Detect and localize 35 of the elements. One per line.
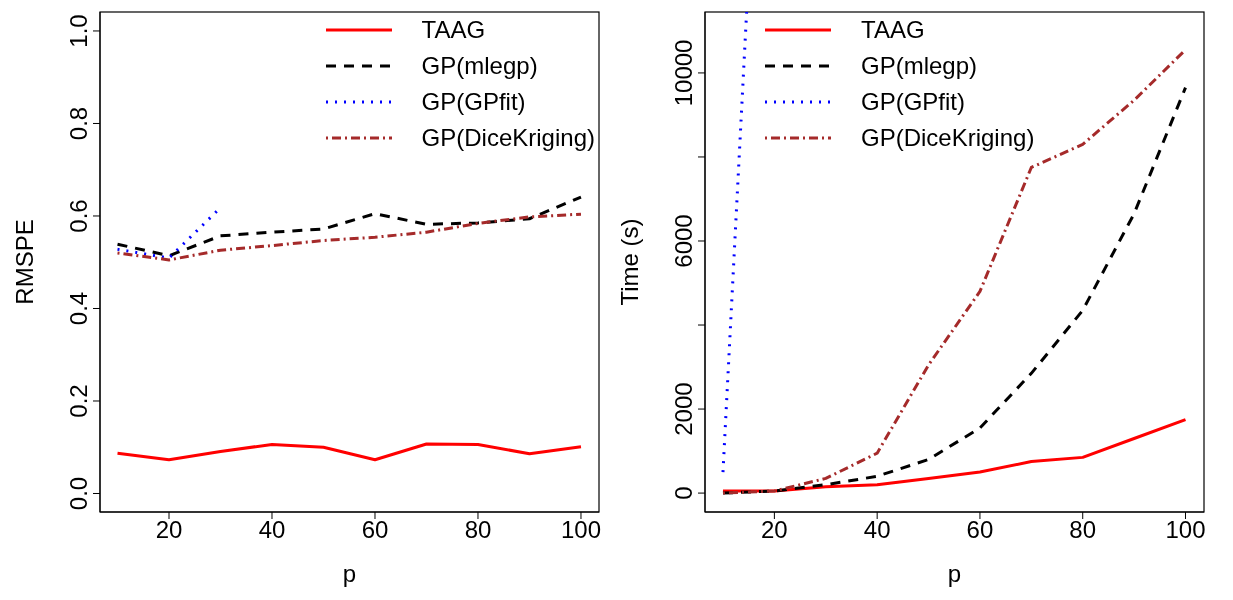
y-tick-label: 6000: [670, 214, 697, 268]
y-tick-label: 10000: [670, 39, 697, 107]
y-tick-label: 2000: [670, 382, 697, 436]
x-axis-title: p: [342, 560, 357, 587]
y-tick-label: 0.4: [65, 291, 92, 326]
y-axis-title: RMSPE: [10, 219, 38, 305]
y-tick-label: 0: [670, 486, 697, 500]
legend-label: TAAG: [421, 16, 486, 44]
x-tick-label: 20: [155, 516, 183, 544]
x-tick-label: 80: [464, 516, 492, 544]
legend-label: GP(GPfit): [861, 88, 966, 116]
line-series: [116, 195, 583, 258]
x-tick-label: 60: [966, 516, 994, 544]
y-tick-label: 0.2: [65, 384, 92, 418]
x-tick-label: 80: [1069, 516, 1097, 544]
x-tick-label: 60: [361, 516, 389, 544]
y-tick-label: 0.0: [65, 476, 92, 511]
legend-label: GP(DiceKriging): [861, 124, 1035, 152]
legend-label: GP(GPfit): [421, 88, 526, 116]
legend-label: GP(mlegp): [421, 52, 538, 80]
y-tick-label: 1.0: [65, 14, 92, 48]
legend-label: GP(DiceKriging): [421, 124, 595, 152]
x-tick-label: 40: [258, 516, 286, 544]
x-axis-title: p: [947, 560, 962, 587]
x-tick-label: 100: [560, 516, 601, 544]
x-tick-label: 40: [863, 516, 891, 544]
y-tick-label: 0.8: [65, 106, 92, 141]
legend-label: GP(mlegp): [861, 52, 978, 80]
line-series: [116, 442, 583, 462]
y-tick-label: 0.6: [65, 199, 92, 233]
line-series: [116, 212, 583, 262]
x-tick-label: 100: [1165, 516, 1206, 544]
legend-label: TAAG: [861, 16, 925, 44]
y-axis-title: Time (s): [615, 218, 643, 306]
x-tick-label: 20: [761, 516, 788, 544]
